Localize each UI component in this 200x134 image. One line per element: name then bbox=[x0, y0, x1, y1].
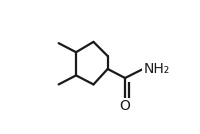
Text: NH₂: NH₂ bbox=[143, 62, 169, 76]
Text: O: O bbox=[120, 99, 131, 113]
